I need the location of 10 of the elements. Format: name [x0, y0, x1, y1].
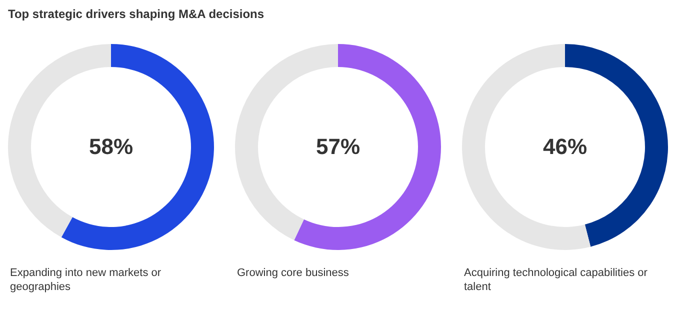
data-label: 46%: [542, 134, 588, 159]
text: Expanding into new markets or geographies: [10, 267, 162, 293]
donut-slice: [61, 44, 214, 250]
data-label: 58%: [88, 134, 134, 159]
text: Growing core business: [237, 267, 350, 279]
data-label: 57%: [316, 134, 360, 159]
donut-slice: [294, 44, 441, 250]
chart-title: Top strategic drivers shaping M&A decisions: [8, 7, 264, 21]
donut-slice: [462, 44, 591, 250]
text: Acquiring technological capabilities or talent: [464, 267, 648, 293]
